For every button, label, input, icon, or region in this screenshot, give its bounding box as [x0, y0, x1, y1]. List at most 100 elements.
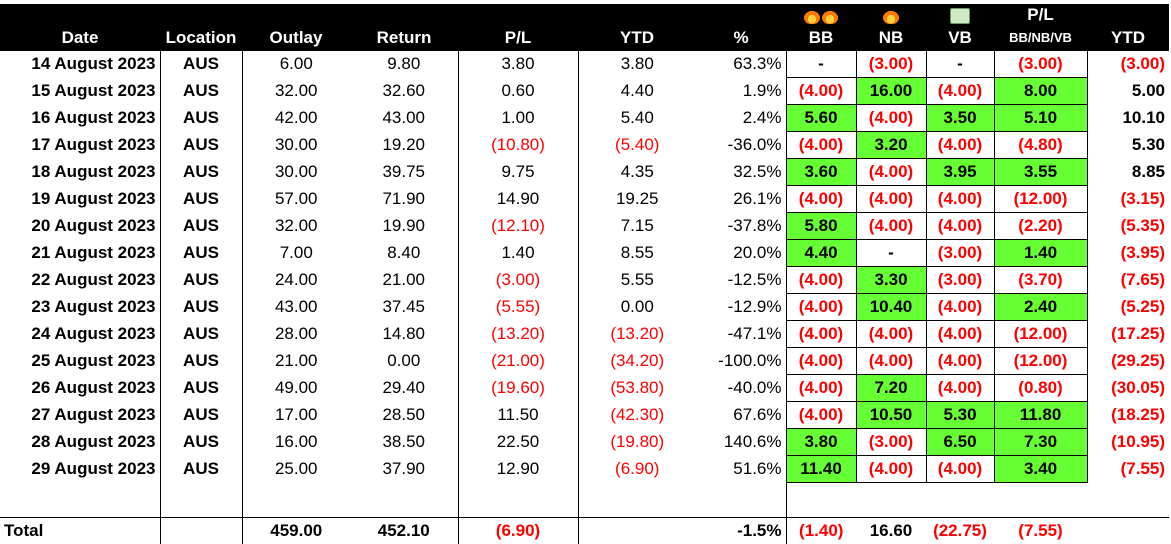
header-bb: BB — [786, 26, 856, 51]
header-row-top: P/L — [0, 4, 1169, 26]
cell-outlay: 30.00 — [242, 132, 350, 159]
cell-outlay: 32.00 — [242, 78, 350, 105]
cell-pl: 1.40 — [458, 240, 578, 267]
cell-bb: (4.00) — [786, 348, 856, 375]
cell-ytd2: (30.05) — [1087, 375, 1169, 402]
cell-date: 17 August 2023 — [0, 132, 160, 159]
cell-return: 43.00 — [350, 105, 458, 132]
total-return: 452.10 — [350, 518, 458, 544]
total-outlay: 459.00 — [242, 518, 350, 544]
cell-ytd: 19.25 — [578, 186, 696, 213]
cell-pl-combo: 8.00 — [994, 78, 1087, 105]
header-outlay: Outlay — [242, 26, 350, 51]
cell-pl-combo: 2.40 — [994, 294, 1087, 321]
cell-pl-combo: (4.80) — [994, 132, 1087, 159]
cell-location: AUS — [160, 159, 242, 186]
cell-outlay: 17.00 — [242, 402, 350, 429]
cell-pct: -36.0% — [696, 132, 786, 159]
cell-pl-combo: (12.00) — [994, 348, 1087, 375]
cell-return: 39.75 — [350, 159, 458, 186]
cell-bb: (4.00) — [786, 186, 856, 213]
cell-nb: 7.20 — [856, 375, 926, 402]
cell-pl: 0.60 — [458, 78, 578, 105]
cell-return: 8.40 — [350, 240, 458, 267]
cell-location: AUS — [160, 78, 242, 105]
cell-nb: (3.00) — [856, 51, 926, 78]
cell-vb: 3.95 — [926, 159, 994, 186]
cell-pl-combo: 1.40 — [994, 240, 1087, 267]
cell-outlay: 16.00 — [242, 429, 350, 456]
cell-date: 21 August 2023 — [0, 240, 160, 267]
spacer-row — [0, 483, 1169, 518]
cell-ytd2: (7.55) — [1087, 456, 1169, 483]
cell-pl-combo: 5.10 — [994, 105, 1087, 132]
total-bb: (1.40) — [786, 518, 856, 544]
cell-bb: (4.00) — [786, 132, 856, 159]
cell-pl: (10.80) — [458, 132, 578, 159]
cell-vb: 3.50 — [926, 105, 994, 132]
cell-pl: 11.50 — [458, 402, 578, 429]
cell-pct: 1.9% — [696, 78, 786, 105]
cell-date: 22 August 2023 — [0, 267, 160, 294]
cell-vb: (4.00) — [926, 294, 994, 321]
cell-bb: 5.60 — [786, 105, 856, 132]
cell-pct: 51.6% — [696, 456, 786, 483]
cell-date: 29 August 2023 — [0, 456, 160, 483]
cell-nb: (3.00) — [856, 429, 926, 456]
cell-nb: (4.00) — [856, 186, 926, 213]
header-pl: P/L — [458, 26, 578, 51]
total-nb: 16.60 — [856, 518, 926, 544]
header-pl-combo-bottom: BB/NB/VB — [994, 26, 1087, 51]
cell-pct: -12.5% — [696, 267, 786, 294]
cell-ytd: 4.35 — [578, 159, 696, 186]
nb-icons — [856, 4, 926, 26]
cell-location: AUS — [160, 375, 242, 402]
cell-ytd2: (5.25) — [1087, 294, 1169, 321]
header-pl-combo-top: P/L — [994, 4, 1087, 26]
cell-pl-combo: (3.70) — [994, 267, 1087, 294]
cell-pl: (5.55) — [458, 294, 578, 321]
cell-bb: (4.00) — [786, 267, 856, 294]
cell-pct: -12.9% — [696, 294, 786, 321]
money-icon — [950, 8, 970, 24]
header-pct: % — [696, 26, 786, 51]
cell-ytd2: (3.95) — [1087, 240, 1169, 267]
cell-bb: (4.00) — [786, 321, 856, 348]
total-row: Total 459.00 452.10 (6.90) -1.5% (1.40) … — [0, 518, 1169, 544]
cell-ytd: (13.20) — [578, 321, 696, 348]
cell-pl-combo: (12.00) — [994, 321, 1087, 348]
cell-date: 14 August 2023 — [0, 51, 160, 78]
cell-date: 19 August 2023 — [0, 186, 160, 213]
cell-pl: 22.50 — [458, 429, 578, 456]
cell-location: AUS — [160, 429, 242, 456]
cell-ytd2: (7.65) — [1087, 267, 1169, 294]
cell-bb: 3.60 — [786, 159, 856, 186]
cell-pct: 26.1% — [696, 186, 786, 213]
cell-pl: (19.60) — [458, 375, 578, 402]
cell-pct: 32.5% — [696, 159, 786, 186]
cell-outlay: 21.00 — [242, 348, 350, 375]
cell-vb: (3.00) — [926, 267, 994, 294]
cell-pct: 63.3% — [696, 51, 786, 78]
cell-return: 71.90 — [350, 186, 458, 213]
cell-ytd: (53.80) — [578, 375, 696, 402]
cell-date: 28 August 2023 — [0, 429, 160, 456]
cell-pct: 140.6% — [696, 429, 786, 456]
cell-ytd: (19.80) — [578, 429, 696, 456]
cell-pl-combo: 7.30 — [994, 429, 1087, 456]
cell-ytd2: 10.10 — [1087, 105, 1169, 132]
cell-nb: 16.00 — [856, 78, 926, 105]
cell-location: AUS — [160, 402, 242, 429]
cell-pl-combo: 3.40 — [994, 456, 1087, 483]
cell-vb: (4.00) — [926, 213, 994, 240]
cell-pl: (13.20) — [458, 321, 578, 348]
cell-ytd2: (3.00) — [1087, 51, 1169, 78]
total-label: Total — [0, 518, 160, 544]
total-pl-combo: (7.55) — [994, 518, 1087, 544]
